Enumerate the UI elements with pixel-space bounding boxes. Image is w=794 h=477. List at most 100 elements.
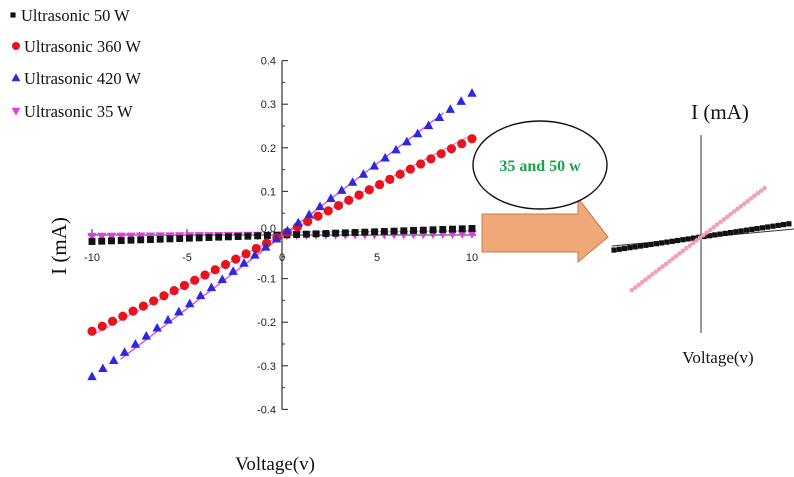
inset-series-50w <box>611 221 792 253</box>
inset-data-point <box>718 219 723 225</box>
data-point <box>412 128 423 138</box>
inset-data-point <box>627 245 633 251</box>
data-point <box>200 270 210 280</box>
inset-x-label: Voltage(v) <box>682 348 753 367</box>
data-point <box>385 174 395 184</box>
data-point <box>426 154 436 164</box>
inset-data-point <box>741 201 747 207</box>
inset-data-point <box>677 251 682 256</box>
x-tick-label: 5 <box>374 252 380 264</box>
data-point <box>351 229 359 236</box>
data-point <box>116 232 126 242</box>
inset-data-point <box>765 224 771 230</box>
data-point <box>130 339 141 348</box>
data-point <box>369 161 380 170</box>
data-point <box>410 227 417 234</box>
inset-data-point <box>656 266 662 272</box>
data-point <box>380 228 388 235</box>
inset-data-point <box>722 230 728 236</box>
data-point <box>332 229 340 237</box>
data-point <box>166 235 174 243</box>
inset-plot <box>611 135 794 333</box>
data-point <box>118 311 128 321</box>
data-point <box>293 217 304 227</box>
data-point <box>11 73 21 82</box>
data-point <box>239 258 249 267</box>
data-point <box>98 237 106 245</box>
data-point <box>147 236 154 243</box>
inset-data-point <box>653 241 659 247</box>
data-point <box>137 236 145 244</box>
inset-data-point <box>745 198 750 204</box>
data-point <box>195 290 206 300</box>
inset-series-35w <box>629 185 767 293</box>
data-point <box>315 201 325 211</box>
data-point <box>215 233 223 241</box>
inset-data-point <box>712 232 718 238</box>
data-point <box>313 211 323 221</box>
data-point <box>467 230 477 239</box>
inset-data-point <box>728 211 733 217</box>
data-point <box>184 298 195 308</box>
inset-data-point <box>743 227 750 233</box>
data-point <box>195 234 203 242</box>
data-point <box>190 275 200 285</box>
data-point <box>456 96 466 105</box>
inset-data-point <box>711 224 716 230</box>
data-point <box>358 169 369 178</box>
inset-data-point <box>781 222 787 228</box>
data-point <box>374 179 385 190</box>
inset-data-point <box>659 240 665 246</box>
data-point <box>231 254 241 264</box>
data-point <box>467 134 477 144</box>
data-point <box>107 316 118 326</box>
x-tick-label: 10 <box>466 252 478 264</box>
data-point <box>304 209 314 219</box>
inset-data-point <box>735 206 740 212</box>
data-point <box>11 107 21 116</box>
data-point <box>138 301 148 311</box>
data-point <box>371 228 379 236</box>
y-axis-label: I (mA) <box>47 217 71 275</box>
data-point <box>10 12 16 18</box>
data-point <box>395 169 405 179</box>
inset-data-point <box>643 242 649 248</box>
data-point <box>364 185 374 195</box>
inset-data-point <box>616 246 622 252</box>
data-point <box>206 282 217 292</box>
data-point <box>87 232 97 242</box>
inset-data-point <box>704 230 710 235</box>
inset-data-point <box>707 227 713 233</box>
inset-data-point <box>770 223 776 229</box>
data-point <box>347 177 358 186</box>
inset-data-point <box>639 279 645 285</box>
data-point <box>149 296 159 306</box>
data-point <box>333 200 344 211</box>
data-point <box>179 280 190 291</box>
inset-data-point <box>664 239 670 245</box>
inset-data-point <box>738 228 744 234</box>
data-point <box>326 193 336 203</box>
inset-data-point <box>660 264 665 269</box>
inset-data-point <box>636 282 642 288</box>
inset-data-point <box>670 256 676 262</box>
data-point <box>228 266 238 275</box>
inset-data-point <box>685 236 691 242</box>
zoom-arrow <box>481 196 609 264</box>
inset-data-point <box>648 241 654 248</box>
inset-data-point <box>701 232 706 238</box>
data-point <box>282 225 293 235</box>
inset-data-point <box>728 229 734 236</box>
inset-data-point <box>687 243 693 248</box>
data-point <box>234 233 242 240</box>
data-point <box>312 230 320 238</box>
inset-data-point <box>684 245 689 251</box>
y-tick-label: -0.1 <box>257 274 276 286</box>
series-layer <box>87 88 477 381</box>
data-point <box>156 235 164 243</box>
inset-data-point <box>775 222 781 229</box>
inset-data-point <box>667 259 672 264</box>
legend-entry: Ultrasonic 50 W <box>10 6 130 25</box>
inset-data-point <box>637 243 644 249</box>
